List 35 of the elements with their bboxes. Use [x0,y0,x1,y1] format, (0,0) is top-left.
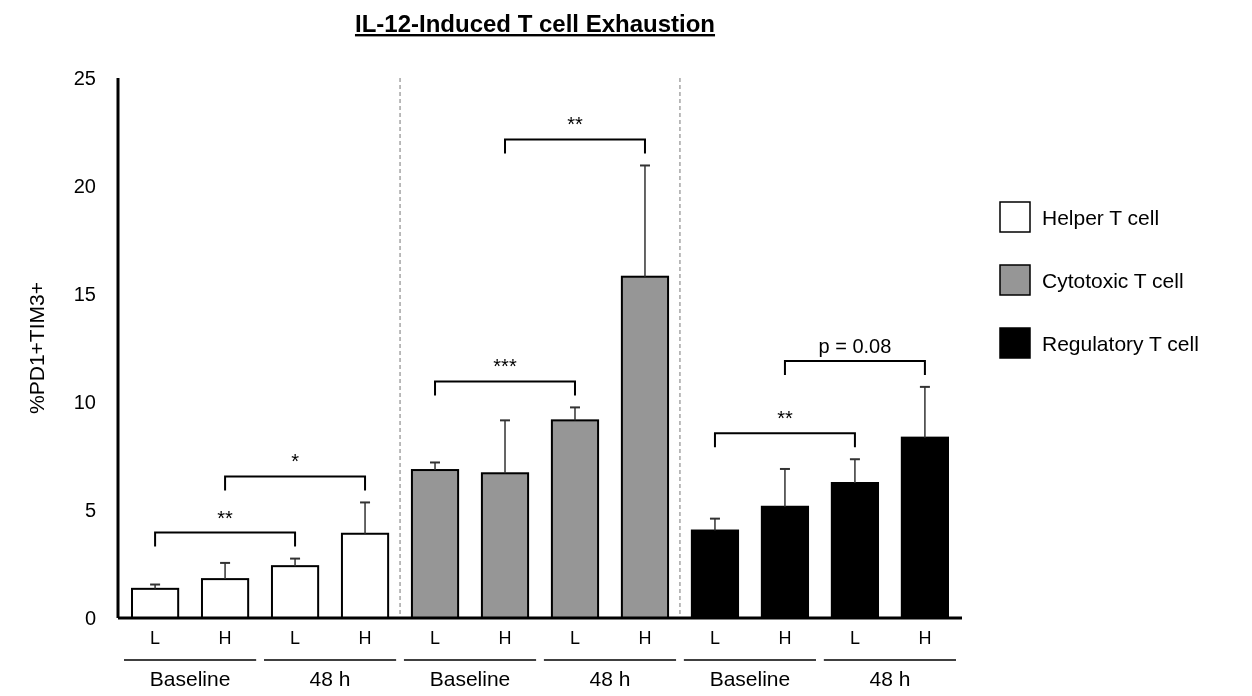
text: 48 h [589,667,631,690]
legend-label: Cytotoxic T cell [1042,269,1184,292]
x-tick-label: L [709,628,720,648]
y-tick-label: 10 [73,391,96,413]
x-tick-label: L [290,628,301,648]
y-tick-label: 25 [73,67,96,89]
x-tick-label: H [638,628,652,648]
legend-label: Regulatory T cell [1042,332,1199,355]
annotation: p = 0.08 [818,334,892,357]
annotation: ** [217,506,234,529]
chart-title: IL-12-Induced T cell Exhaustion [354,10,716,37]
x-tick-label: L [430,628,441,648]
x-tick-label: L [849,628,860,648]
y-tick-label: 20 [73,175,96,197]
annotation: * [291,450,300,473]
x-tick-label: H [778,628,792,648]
text: 48 h [869,667,911,690]
text: Baseline [149,667,231,690]
x-tick-label: H [358,628,372,648]
y-tick-label: 5 [84,499,96,521]
text: Baseline [709,667,791,690]
annotation: ** [777,407,793,430]
y-tick-label: 15 [73,283,96,305]
x-tick-label: H [918,628,932,648]
text: 48 h [309,667,351,690]
annotation: *** [493,355,517,378]
x-tick-label: L [150,628,161,648]
x-tick-label: L [569,628,580,648]
y-tick-label: 0 [84,607,96,629]
x-tick-label: H [498,628,512,648]
legend-label: Helper T cell [1042,206,1160,229]
x-tick-label: H [218,628,232,648]
annotation: ** [567,113,583,136]
text: Baseline [429,667,511,690]
y-axis-title: %PD1+TIM3+ [25,282,48,414]
